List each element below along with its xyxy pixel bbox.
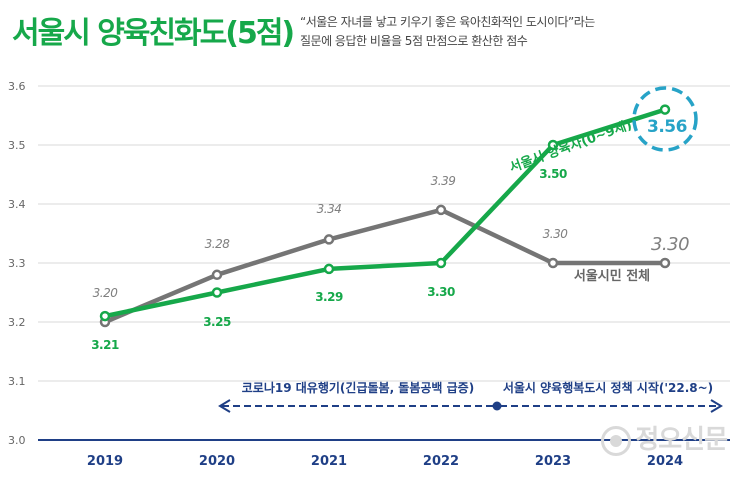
data-label-all: 3.34 bbox=[317, 202, 342, 216]
data-label-parents: 3.50 bbox=[539, 167, 567, 181]
period-marker-dot bbox=[492, 401, 502, 411]
data-point-parents bbox=[435, 257, 447, 269]
data-label-all: 3.28 bbox=[205, 237, 231, 251]
data-point-all bbox=[435, 204, 447, 216]
chart-title: 서울시 양육친화도(5점) bbox=[12, 16, 295, 51]
x-tick-label: 2024 bbox=[647, 454, 683, 469]
y-tick-label: 3.0 bbox=[8, 434, 26, 447]
y-tick-label: 3.2 bbox=[8, 316, 26, 329]
data-point-all bbox=[547, 257, 559, 269]
subtitle-line-2: 질문에 응답한 비율을 5점 만점으로 환산한 점수 bbox=[300, 34, 528, 48]
data-label-all: 3.39 bbox=[431, 174, 456, 188]
highlight-circle bbox=[632, 86, 698, 152]
arrowhead-left-icon bbox=[218, 399, 231, 413]
series-label-all: 서울시민 전체 bbox=[574, 268, 650, 284]
data-label-parents: 3.56 bbox=[647, 117, 687, 137]
watermark-logo-icon bbox=[601, 425, 632, 456]
data-label-parents: 3.30 bbox=[427, 285, 455, 299]
data-point-all bbox=[211, 269, 223, 281]
x-tick-label: 2021 bbox=[311, 454, 347, 469]
x-tick-label: 2019 bbox=[87, 454, 123, 469]
x-tick-label: 2023 bbox=[535, 454, 571, 469]
data-label-all: 3.20 bbox=[93, 286, 119, 300]
data-point-parents bbox=[659, 104, 671, 115]
watermark-text: 정오신문 bbox=[635, 425, 728, 455]
series-line-all bbox=[104, 207, 665, 325]
y-tick-label: 3.6 bbox=[8, 80, 26, 93]
data-label-parents: 3.25 bbox=[203, 315, 231, 329]
data-label-all: 3.30 bbox=[543, 227, 569, 241]
data-point-parents bbox=[211, 287, 223, 298]
data-point-parents bbox=[547, 139, 559, 151]
data-label-parents: 3.29 bbox=[315, 290, 343, 304]
arrowhead-right-icon bbox=[710, 399, 723, 413]
y-tick-label: 3.5 bbox=[8, 139, 26, 152]
data-point-parents bbox=[323, 263, 335, 275]
subtitle-line-1: “서울은 자녀를 낳고 키우기 좋은 육아친화적인 도시이다”라는 bbox=[300, 15, 595, 29]
series-line-parents bbox=[104, 107, 666, 319]
covid-annotation: 코로나19 대유행기(긴급돌봄, 돌봄공백 급증) bbox=[242, 380, 474, 395]
x-tick-label: 2020 bbox=[199, 454, 235, 469]
y-tick-label: 3.3 bbox=[8, 257, 26, 270]
watermark: 정오신문 bbox=[601, 419, 728, 456]
series-label-parents: 서울시 양육자(0~9세) bbox=[507, 117, 634, 176]
data-point-all bbox=[659, 257, 671, 269]
data-label-all: 3.30 bbox=[651, 234, 689, 255]
policy-annotation: 서울시 양육행복도시 정책 시작('22.8~) bbox=[503, 380, 713, 395]
y-tick-label: 3.4 bbox=[8, 198, 26, 211]
data-point-parents bbox=[99, 310, 111, 322]
x-tick-label: 2022 bbox=[423, 454, 459, 469]
data-label-parents: 3.21 bbox=[91, 338, 119, 352]
data-point-all bbox=[323, 234, 335, 245]
y-tick-label: 3.1 bbox=[8, 375, 26, 388]
